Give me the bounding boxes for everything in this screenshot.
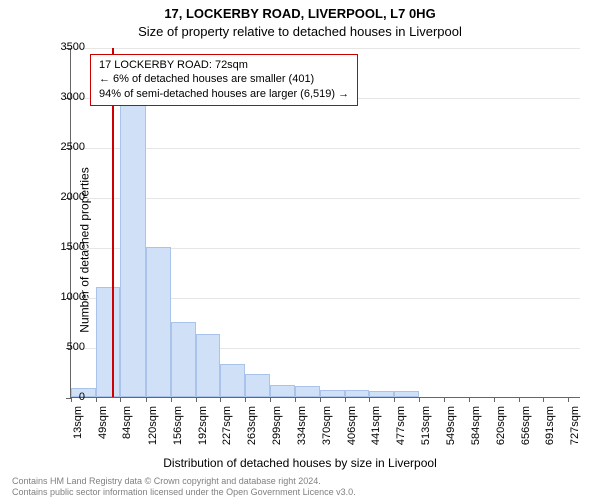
xtick-mark xyxy=(444,397,445,402)
xtick-mark xyxy=(519,397,520,402)
xtick-mark xyxy=(295,397,296,402)
xtick-mark xyxy=(96,397,97,402)
xtick-mark xyxy=(543,397,544,402)
xtick-mark xyxy=(245,397,246,402)
xtick-label: 549sqm xyxy=(445,406,457,456)
ytick-label: 0 xyxy=(40,391,85,403)
xtick-label: 263sqm xyxy=(246,406,258,456)
xtick-label: 620sqm xyxy=(495,406,507,456)
xtick-mark xyxy=(369,397,370,402)
xtick-mark xyxy=(171,397,172,402)
histogram-bar xyxy=(394,391,419,398)
xtick-label: 441sqm xyxy=(370,406,382,456)
xtick-label: 334sqm xyxy=(296,406,308,456)
xtick-label: 691sqm xyxy=(544,406,556,456)
xtick-mark xyxy=(419,397,420,402)
xtick-label: 192sqm xyxy=(197,406,209,456)
histogram-bar xyxy=(270,385,294,397)
histogram-bar xyxy=(120,82,145,397)
xtick-label: 406sqm xyxy=(346,406,358,456)
xtick-mark xyxy=(494,397,495,402)
title-line-2: Size of property relative to detached ho… xyxy=(0,24,600,39)
ytick-label: 1000 xyxy=(40,291,85,303)
histogram-bar xyxy=(171,322,196,397)
xtick-label: 13sqm xyxy=(72,406,84,456)
histogram-bar xyxy=(96,287,120,397)
xtick-label: 227sqm xyxy=(221,406,233,456)
footer-line-1: Contains HM Land Registry data © Crown c… xyxy=(12,476,588,487)
xtick-label: 49sqm xyxy=(97,406,109,456)
gridline xyxy=(71,48,580,49)
histogram-bar xyxy=(146,247,171,397)
callout-line-1: 17 LOCKERBY ROAD: 72sqm xyxy=(99,58,349,72)
title-line-1: 17, LOCKERBY ROAD, LIVERPOOL, L7 0HG xyxy=(0,6,600,21)
ytick-label: 3000 xyxy=(40,91,85,103)
xtick-label: 370sqm xyxy=(321,406,333,456)
xtick-mark xyxy=(320,397,321,402)
xtick-label: 156sqm xyxy=(172,406,184,456)
xtick-label: 477sqm xyxy=(395,406,407,456)
xtick-mark xyxy=(394,397,395,402)
xtick-mark xyxy=(146,397,147,402)
gridline xyxy=(71,148,580,149)
ytick-label: 2000 xyxy=(40,191,85,203)
ytick-label: 2500 xyxy=(40,141,85,153)
histogram-bar xyxy=(295,386,320,397)
xtick-mark xyxy=(270,397,271,402)
xtick-label: 513sqm xyxy=(420,406,432,456)
footer-attribution: Contains HM Land Registry data © Crown c… xyxy=(12,476,588,498)
ytick-label: 500 xyxy=(40,341,85,353)
xtick-mark xyxy=(568,397,569,402)
xtick-mark xyxy=(196,397,197,402)
xtick-label: 84sqm xyxy=(121,406,133,456)
xtick-mark xyxy=(469,397,470,402)
histogram-bar xyxy=(196,334,220,397)
ytick-label: 3500 xyxy=(40,41,85,53)
histogram-bar xyxy=(320,390,345,398)
callout-box: 17 LOCKERBY ROAD: 72sqm ← 6% of detached… xyxy=(90,54,358,106)
xtick-label: 727sqm xyxy=(569,406,581,456)
ytick-label: 1500 xyxy=(40,241,85,253)
histogram-bar xyxy=(345,390,369,397)
x-axis-label: Distribution of detached houses by size … xyxy=(0,456,600,470)
callout-line-2: ← 6% of detached houses are smaller (401… xyxy=(99,72,349,86)
xtick-label: 584sqm xyxy=(470,406,482,456)
xtick-mark xyxy=(120,397,121,402)
xtick-label: 120sqm xyxy=(147,406,159,456)
xtick-mark xyxy=(220,397,221,402)
footer-line-2: Contains public sector information licen… xyxy=(12,487,588,498)
chart-container: 17, LOCKERBY ROAD, LIVERPOOL, L7 0HG Siz… xyxy=(0,0,600,500)
gridline xyxy=(71,198,580,199)
histogram-bar xyxy=(245,374,270,397)
histogram-bar xyxy=(220,364,245,397)
histogram-bar xyxy=(369,391,394,397)
callout-line-3: 94% of semi-detached houses are larger (… xyxy=(99,87,349,101)
xtick-label: 299sqm xyxy=(271,406,283,456)
xtick-label: 656sqm xyxy=(520,406,532,456)
xtick-mark xyxy=(345,397,346,402)
